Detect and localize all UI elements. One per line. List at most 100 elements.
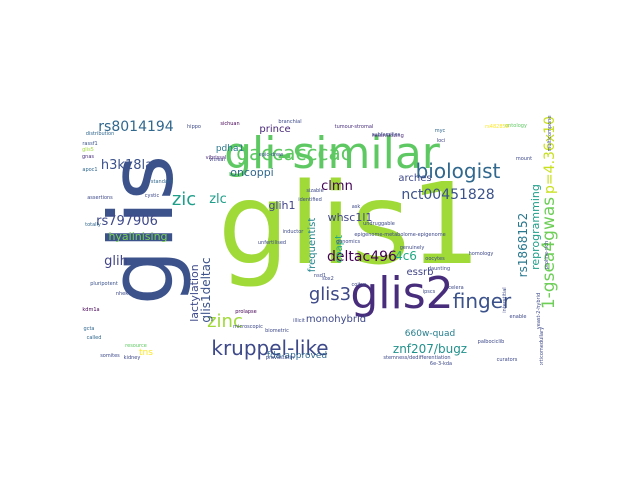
word-gaccacccac: gaccacccac <box>236 141 351 165</box>
word-branchial: branchial <box>278 119 301 125</box>
word-whsc1l1: whsc1l1 <box>328 211 373 224</box>
word-ask: ask <box>352 204 361 210</box>
word-monohybrid: monohybrid <box>306 314 366 325</box>
word-genuinely: genuinely <box>400 245 425 251</box>
word-clmn: clmn <box>321 179 353 194</box>
word-glis2: glis2 <box>350 268 453 319</box>
word-glih1: glih1 <box>268 199 295 212</box>
word-prince: prince <box>259 124 290 135</box>
word-glis1deltac: glis1deltac <box>199 257 213 322</box>
word-4c6: 4c6 <box>395 249 417 263</box>
word-gli-similar: gli-similar <box>224 128 441 179</box>
word-apoc1: apoc1 <box>82 167 97 173</box>
word-pravastatin: pravastatin <box>266 355 294 361</box>
word-hyalinising: hyalinising <box>108 230 167 243</box>
word-fda-approved: fda-approved <box>267 351 327 361</box>
word-palbociclib: palbociclib <box>478 339 505 345</box>
word-microscopic: microscopic <box>233 324 263 330</box>
word-enable: enable <box>510 314 527 320</box>
word-epigenome-metabolome-epigenome: epigenome-metabolome-epigenome <box>354 232 445 238</box>
word-celera: celera <box>448 285 463 291</box>
word-sox2: sox2 <box>322 276 334 282</box>
word-daunting: daunting <box>428 266 450 272</box>
word-pluripotent: pluripotent <box>90 281 118 287</box>
word-rs1868152: rs1868152 <box>516 213 530 278</box>
word-znf207-bugz: znf207/bugz <box>393 342 467 356</box>
word-undruggable: undruggable <box>363 221 395 227</box>
word-distribution: distribution <box>86 131 115 137</box>
word-glis3: glis3 <box>309 284 351 305</box>
word-lactylation: lactylation <box>188 264 201 322</box>
word-homology: homology <box>469 251 494 257</box>
word-vibrissal: vibrissal <box>206 155 227 161</box>
word-kidney: kidney <box>124 355 141 361</box>
word-essrb: essrb <box>406 267 433 278</box>
word-sizable: sizable <box>306 188 323 194</box>
word-identified: identified <box>298 197 322 203</box>
word-coapt: coapt <box>334 235 345 263</box>
word-zinc: zinc <box>207 311 243 332</box>
word-interstitial: interstitial <box>502 287 508 312</box>
word-corticomedullary: corticomedullary <box>539 327 545 365</box>
word-inductor: inductor <box>283 229 305 235</box>
word-sichuan: sichuan <box>220 121 239 127</box>
word-prolapse: prolapse <box>235 309 257 315</box>
word-yeast-2-hybrid: yeast-2-hybrid <box>536 293 542 329</box>
word-kdm1a: kdm1a <box>82 307 99 313</box>
word-somites: somites <box>100 353 120 359</box>
word-nct00451828: nct00451828 <box>401 187 494 203</box>
word-ipscs: ipscs <box>423 289 436 295</box>
word-h3k18la: h3k18la <box>101 158 153 173</box>
word-zic: zic <box>172 189 196 210</box>
word-cystic: cystic <box>145 193 160 199</box>
word-reprogramming: reprogramming <box>529 184 542 270</box>
word-biologist: biologist <box>416 159 501 183</box>
word-multicomponent: multicomponent <box>547 115 553 152</box>
word-arches: arches <box>398 173 431 184</box>
word-unfertilised: unfertilised <box>258 240 286 246</box>
word-1-gsea4gwas: 1-gsea4gwas <box>539 197 559 309</box>
word-coitus: coitus <box>352 282 367 288</box>
word-rs8014194: rs8014194 <box>98 119 173 135</box>
word-totally: totally <box>85 222 101 228</box>
word-hippo: hippo <box>187 124 201 130</box>
word-curators: curators <box>497 357 518 363</box>
word-glih: glih <box>104 254 128 269</box>
word-gcta: gcta <box>84 326 95 332</box>
word-gnas: gnas <box>82 154 94 160</box>
word-myc: myc <box>435 128 446 134</box>
word-proline-rich: proline-rich <box>544 241 550 269</box>
word-rs797906: rs797906 <box>96 214 158 229</box>
word-subfamilies: subfamilies <box>372 132 401 138</box>
word-epic-drew: epic-drew <box>259 152 283 158</box>
word-mount: mount <box>516 156 532 162</box>
word-frequentist: frequentist <box>307 218 318 273</box>
word-loci: loci <box>437 138 446 144</box>
word-genomics: genomics <box>336 239 360 245</box>
word-resource: resource <box>125 343 147 349</box>
word-zlc: zlc <box>209 192 227 207</box>
word-cloud: glis1 glis gli-similar glis2 kruppel-like bio… <box>80 115 560 365</box>
word-kruppel-like: kruppel-like <box>211 336 328 360</box>
word-finger: finger <box>453 289 512 313</box>
word-p-4-36x10: p=4.36x10 <box>542 116 558 194</box>
word-standard: standard <box>151 179 173 185</box>
word-660w-quad: 660w-quad <box>405 329 455 339</box>
word-rs482858: rs482858 <box>485 124 509 130</box>
word-biometric: biometric <box>265 328 289 334</box>
word-called: called <box>87 335 102 341</box>
word-glis5: glis5 <box>82 147 94 153</box>
word-resensitizing: resensitizing <box>372 133 404 139</box>
word-ontology: ontology <box>505 123 527 129</box>
word-stemness-dedifferentiation: stemness/dedifferentiation <box>383 355 450 361</box>
word-rassf1: rassf1 <box>82 141 97 147</box>
word-pdha1: pdha1 <box>216 144 244 154</box>
word-nhek: nhek <box>116 291 128 297</box>
word-glis1: glis1 <box>218 160 481 290</box>
word-nsd1: nsd1 <box>314 273 326 279</box>
word-tumour-stromal: tumour-stromal <box>335 124 374 130</box>
word-oocytes: oocytes <box>425 256 445 262</box>
word-illicit: illicit <box>293 318 305 324</box>
word-glis: glis <box>90 155 193 306</box>
